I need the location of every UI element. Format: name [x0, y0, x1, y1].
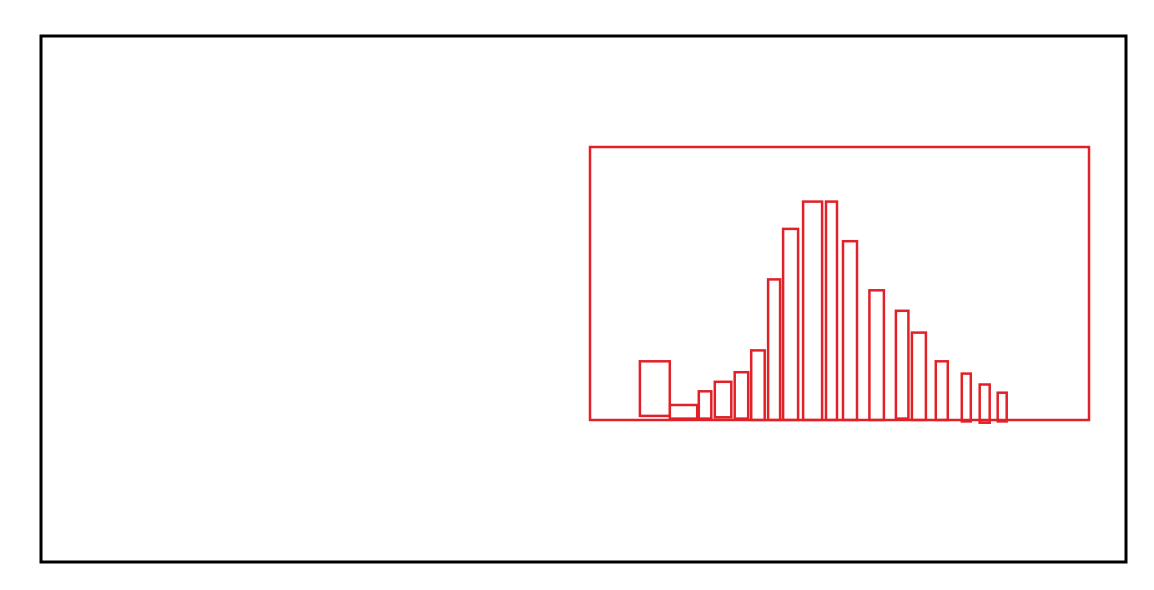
- histogram-bar-16: [960, 372, 973, 423]
- histogram-bar-12: [868, 289, 886, 422]
- histogram-bar-3: [697, 390, 713, 420]
- histogram-bar-17: [978, 383, 991, 424]
- histogram-bar-18: [996, 391, 1008, 423]
- histogram-bar-6: [749, 349, 766, 422]
- plot-area-group: [588, 145, 1091, 424]
- histogram-bar-7: [766, 278, 782, 422]
- histogram-bar-9: [801, 200, 824, 422]
- histogram-bar-11: [841, 239, 859, 422]
- histogram-bar-8: [781, 227, 800, 422]
- plot-frame: [588, 145, 1091, 422]
- histogram-bar-13: [894, 309, 910, 420]
- histogram-bar-15: [934, 360, 950, 422]
- histogram-bar-5: [733, 370, 750, 420]
- histogram-bar-4: [713, 380, 733, 419]
- bars-group: [638, 200, 1008, 424]
- histogram-bar-14: [910, 331, 928, 422]
- histogram-bar-10: [824, 200, 839, 422]
- histogram-bar-2: [668, 403, 699, 420]
- figure-frame: [39, 34, 1128, 564]
- histogram-bar-1: [638, 360, 672, 418]
